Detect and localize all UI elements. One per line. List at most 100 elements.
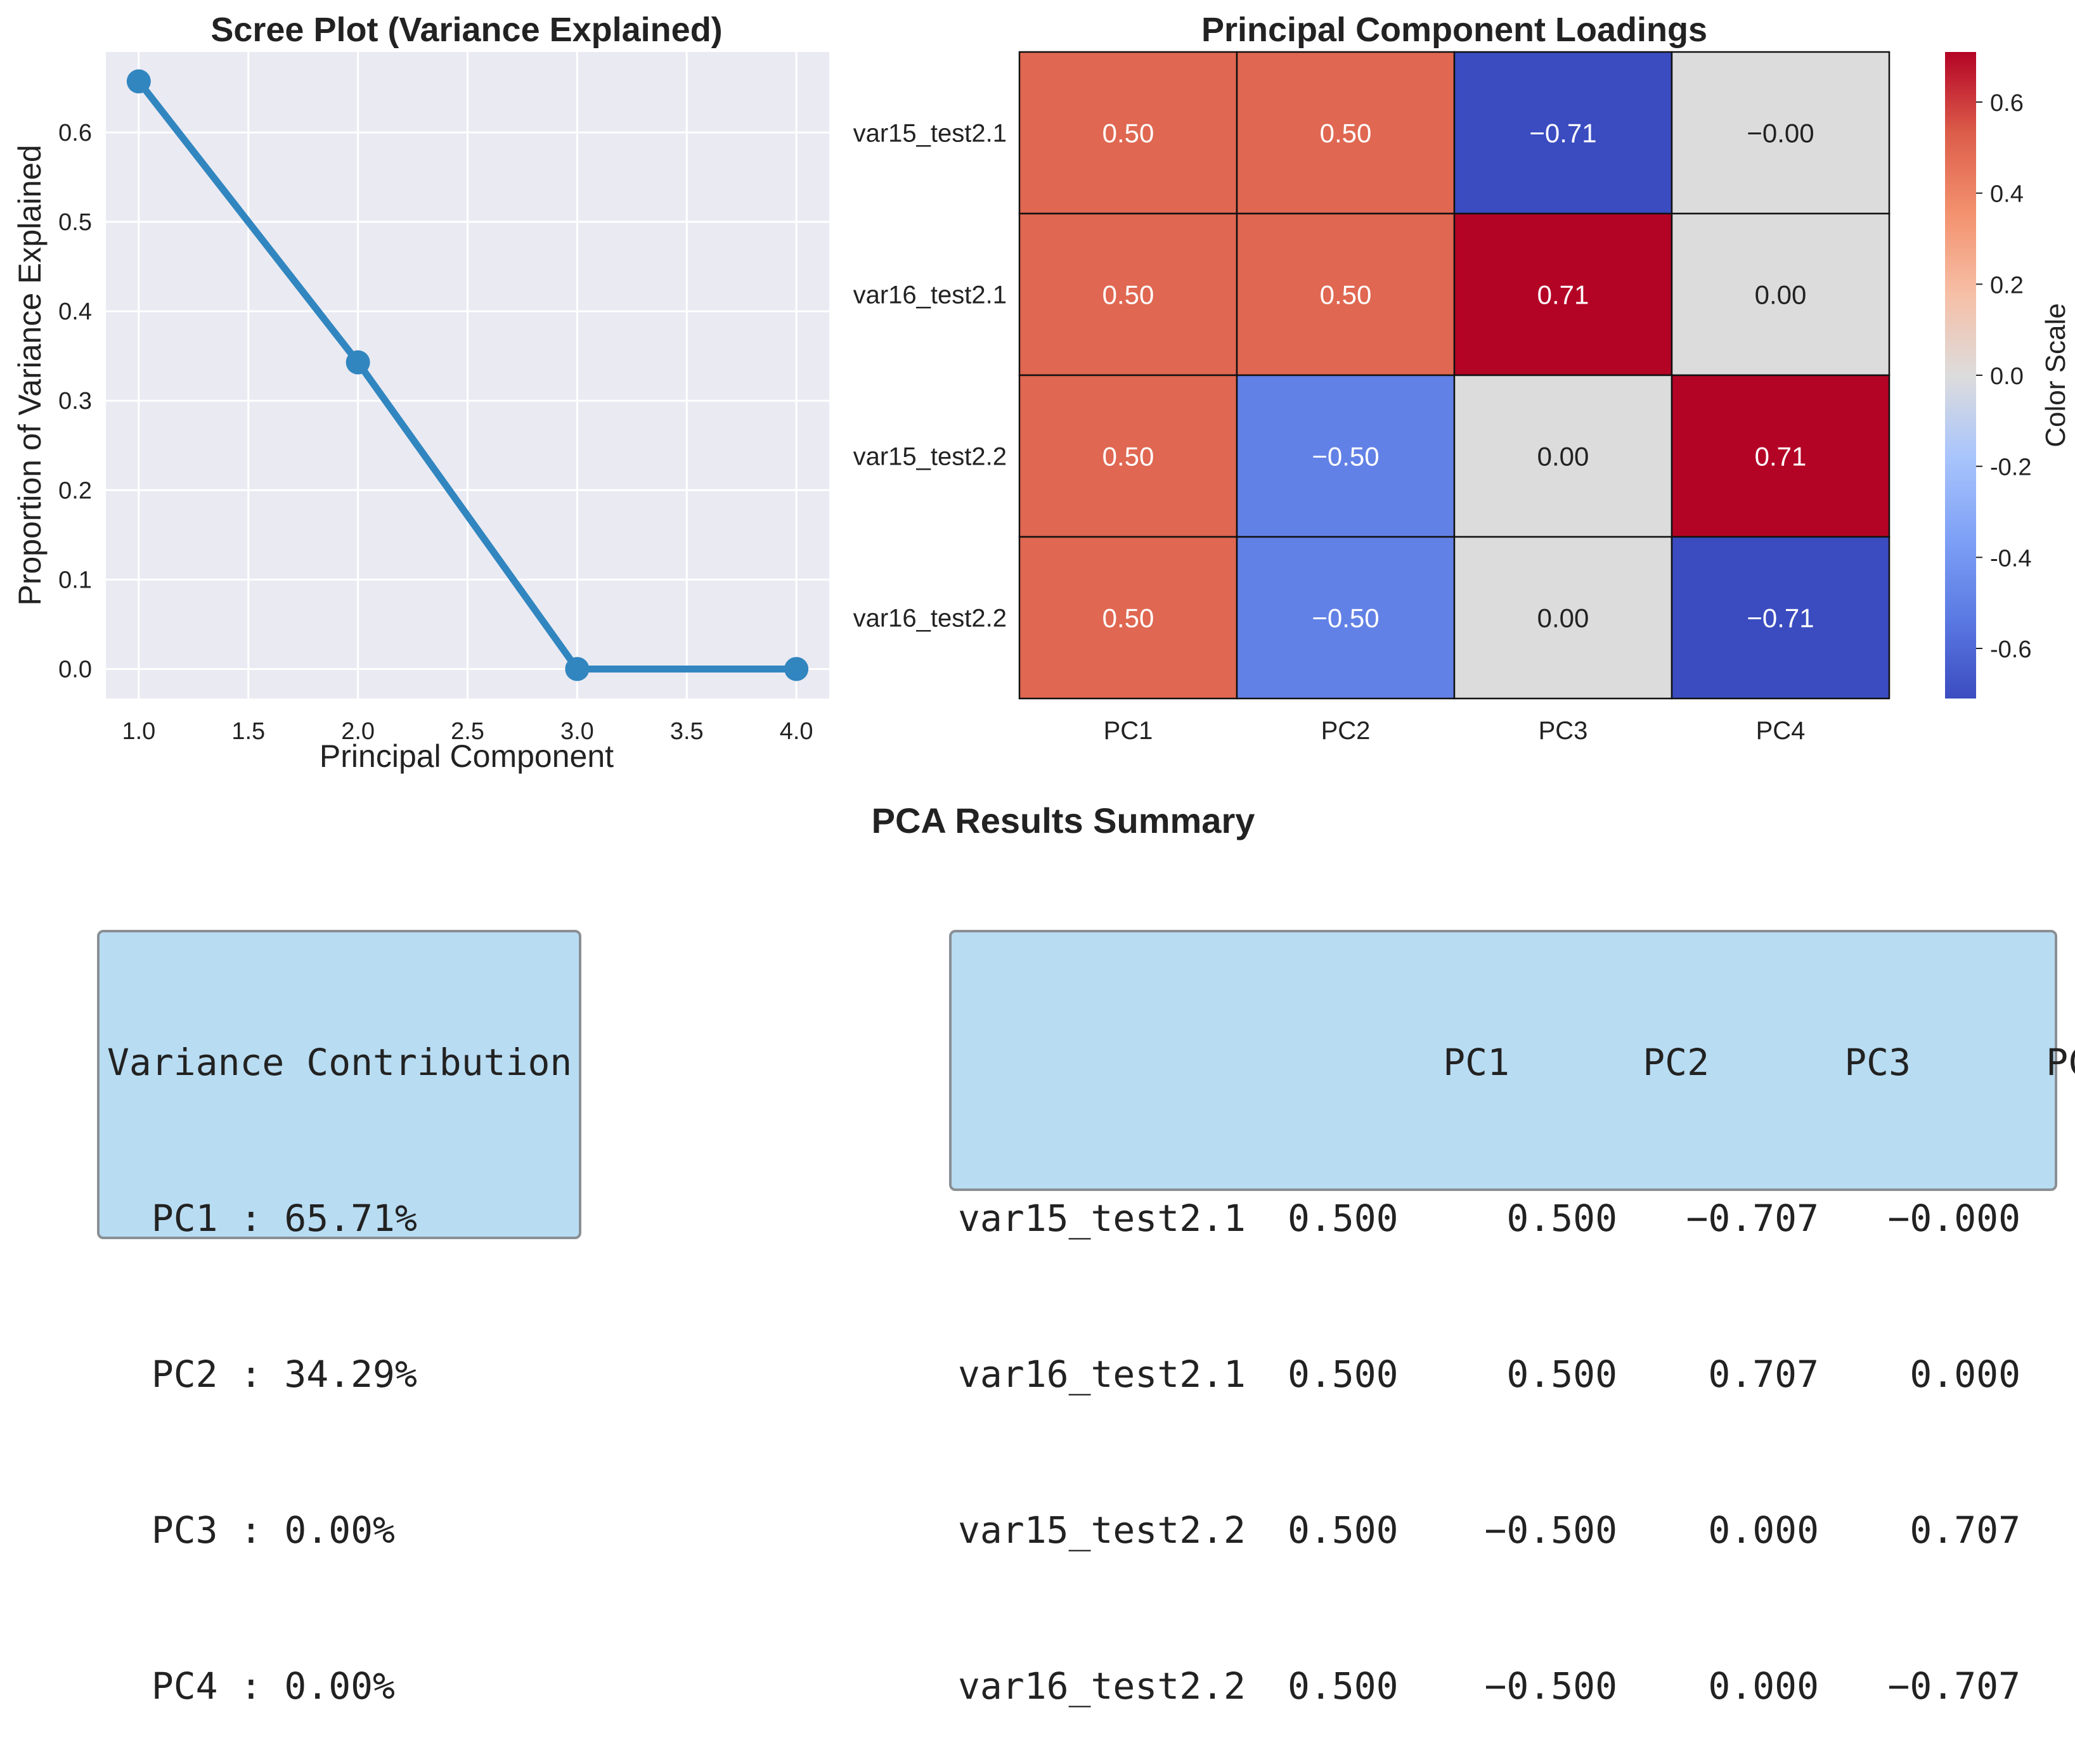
loadings-row: var16_test2.2 0.500 −0.500 0.000 −0.707: [958, 1660, 2055, 1712]
scree-x-tick-label: 3.5: [670, 718, 704, 745]
scree-title: Scree Plot (Variance Explained): [210, 11, 722, 49]
heatmap-column-labels: PC1 PC2 PC3 PC4: [1104, 717, 1806, 745]
heatmap-row-labels: var15_test2.1 var16_test2.1 var15_test2.2v…: [853, 120, 1007, 633]
heatmap-cell: [1018, 212, 1238, 377]
colorbar-label: Color Scale: [2040, 303, 2071, 447]
loadings-cell: 0.500: [1288, 1664, 1399, 1708]
scree-y-ticks: 0.0 0.1 0.2 0.3 0.4 0.5 0.6: [58, 120, 92, 683]
loadings-cell: 0.000: [1708, 1509, 1819, 1552]
variance-line-pc3: PC3 : 0.00%: [107, 1509, 395, 1552]
scree-x-tick-label: 3.0: [560, 718, 594, 745]
colorbar-tick-label: -0.6: [1990, 636, 2031, 663]
loadings-cell: 0.000: [1910, 1353, 2020, 1396]
heatmap-cell: [1018, 536, 1238, 700]
heatmap-cell-label: −0.71: [1747, 603, 1814, 633]
figure: Scree Plot (Variance Explained) 1.0 1.5 2.…: [12, 11, 2071, 840]
heatmap-row-label: var15_test2.2: [853, 443, 1007, 471]
heatmap-cell-label: 0.50: [1102, 442, 1154, 472]
heatmap-column-label: PC2: [1321, 717, 1371, 745]
loadings-header-pc3: PC3: [1844, 1041, 1911, 1084]
loadings-cell: 0.707: [1910, 1509, 2020, 1552]
heatmap-cell-label: 0.00: [1537, 603, 1589, 633]
loadings-cell: −0.500: [1484, 1664, 1617, 1708]
colorbar-tick-label: 0.0: [1990, 363, 2024, 390]
heatmap-row-label: var16_test2.2: [853, 605, 1007, 633]
variance-heading: Variance Contribution: [107, 1041, 572, 1084]
scree-y-tick-label: 0.3: [58, 388, 92, 415]
heatmap-row-label: var16_test2.1: [853, 281, 1007, 309]
scree-markers: [126, 69, 809, 681]
heatmap-cell: [1453, 374, 1673, 538]
heatmap-cell: [1671, 51, 1891, 215]
loadings-header-pc4: PC4: [2046, 1041, 2075, 1084]
loadings-cell: 0.000: [1708, 1664, 1819, 1708]
scree-x-ticks: 1.0 1.5 2.0 2.5 3.0 3.5 4.0: [122, 718, 813, 745]
variance-line-pc1: PC1 : 65.71%: [107, 1197, 417, 1240]
scree-y-tick-label: 0.5: [58, 209, 92, 236]
loadings-table-box: PC1 PC2 PC3 PC4 var15_test2.1 0.500 0.500 −0.7…: [949, 930, 2075, 1708]
loadings-row: var15_test2.2 0.500 −0.500 0.000 0.707: [958, 1504, 2055, 1556]
colorbar-tick-label: -0.2: [1990, 454, 2031, 481]
scree-x-tick-label: 4.0: [780, 718, 813, 745]
colorbar-ticks: 0.6 0.4 0.2 0.0 -0.2 -0.4 -0.6: [1976, 90, 2031, 663]
loadings-cell: −0.707: [1686, 1197, 1819, 1240]
colorbar-tick-label: 0.4: [1990, 181, 2024, 208]
loadings-cell: −0.000: [1887, 1197, 2020, 1240]
heatmap-cell: [1671, 212, 1891, 377]
loadings-row: var15_test2.1 0.500 0.500 −0.707 −0.000: [958, 1192, 2055, 1244]
scree-point: [346, 350, 370, 375]
heatmap-cell-label: −0.50: [1312, 442, 1379, 472]
heatmap-cell: [1236, 51, 1456, 215]
loadings-cell: 0.707: [1708, 1353, 1819, 1396]
scree-point: [565, 657, 590, 681]
heatmap-row-label: var15_test2.1: [853, 120, 1007, 148]
variance-line-pc4: PC4 : 0.00%: [107, 1664, 395, 1708]
heatmap-column-label: PC4: [1756, 717, 1806, 745]
heatmap-cell-label: 0.71: [1755, 442, 1807, 472]
heatmap-cells: 0.50 0.50 −0.71 −0.00 0.50 0.50 0.71 0.00 0.50 −0…: [1018, 51, 1891, 700]
heatmap-cell: [1236, 374, 1456, 538]
scree-series-line: [136, 79, 797, 673]
loadings-cell: 0.500: [1288, 1509, 1399, 1552]
heatmap-cell-label: 0.50: [1320, 280, 1372, 310]
scree-x-tick-label: 1.0: [122, 718, 155, 745]
colorbar-tick-label: 0.2: [1990, 272, 2024, 299]
scree-x-label: Principal Component: [320, 738, 614, 774]
heatmap-cell-label: 0.50: [1102, 603, 1154, 633]
heatmap-cell-label: −0.71: [1529, 119, 1596, 148]
scree-plot: Scree Plot (Variance Explained) 1.0 1.5 2.…: [12, 11, 829, 774]
loadings-header-row: PC1 PC2 PC3 PC4: [958, 1036, 2075, 1088]
colorbar-tick-label: -0.4: [1990, 545, 2031, 572]
heatmap-cell-label: −0.00: [1747, 119, 1814, 148]
loadings-cell: −0.707: [1887, 1664, 2020, 1708]
heatmap-cell: [1671, 374, 1891, 538]
loadings-header-pc2: PC2: [1643, 1041, 1709, 1084]
colorbar-tick-label: 0.6: [1990, 90, 2024, 117]
loadings-cell: 0.500: [1506, 1197, 1617, 1240]
heatmap-cell: [1453, 536, 1673, 700]
heatmap-cell-label: 0.50: [1102, 119, 1154, 148]
colorbar: [1945, 52, 1976, 699]
loadings-row-label: var15_test2.2: [958, 1509, 1246, 1552]
heatmap-cell-label: −0.50: [1312, 603, 1379, 633]
scree-x-tick-label: 2.0: [341, 718, 375, 745]
scree-point: [784, 657, 809, 681]
heatmap-cell-label: 0.71: [1537, 280, 1589, 310]
loadings-cell: −0.500: [1484, 1509, 1617, 1552]
summary-title: PCA Results Summary: [872, 801, 1255, 840]
loadings-row-label: var15_test2.1: [958, 1197, 1246, 1240]
heatmap-cell: [1453, 51, 1673, 215]
heatmap-column-label: PC1: [1104, 717, 1153, 745]
scree-y-tick-label: 0.6: [58, 120, 92, 146]
heatmap-cell: [1671, 536, 1891, 700]
heatmap-cell-label: 0.00: [1537, 442, 1589, 472]
loadings-cell: 0.500: [1288, 1197, 1399, 1240]
heatmap-cell-label: 0.00: [1755, 280, 1807, 310]
loadings-heatmap: Principal Component Loadings 0.50 0.50 −0.…: [853, 11, 2071, 745]
loadings-row-label: var16_test2.2: [958, 1664, 1246, 1708]
scree-point: [126, 69, 151, 94]
loadings-cell: 0.500: [1506, 1353, 1617, 1396]
heatmap-cell: [1018, 51, 1238, 215]
scree-y-tick-label: 0.1: [58, 567, 92, 593]
scree-y-tick-label: 0.0: [58, 656, 92, 683]
